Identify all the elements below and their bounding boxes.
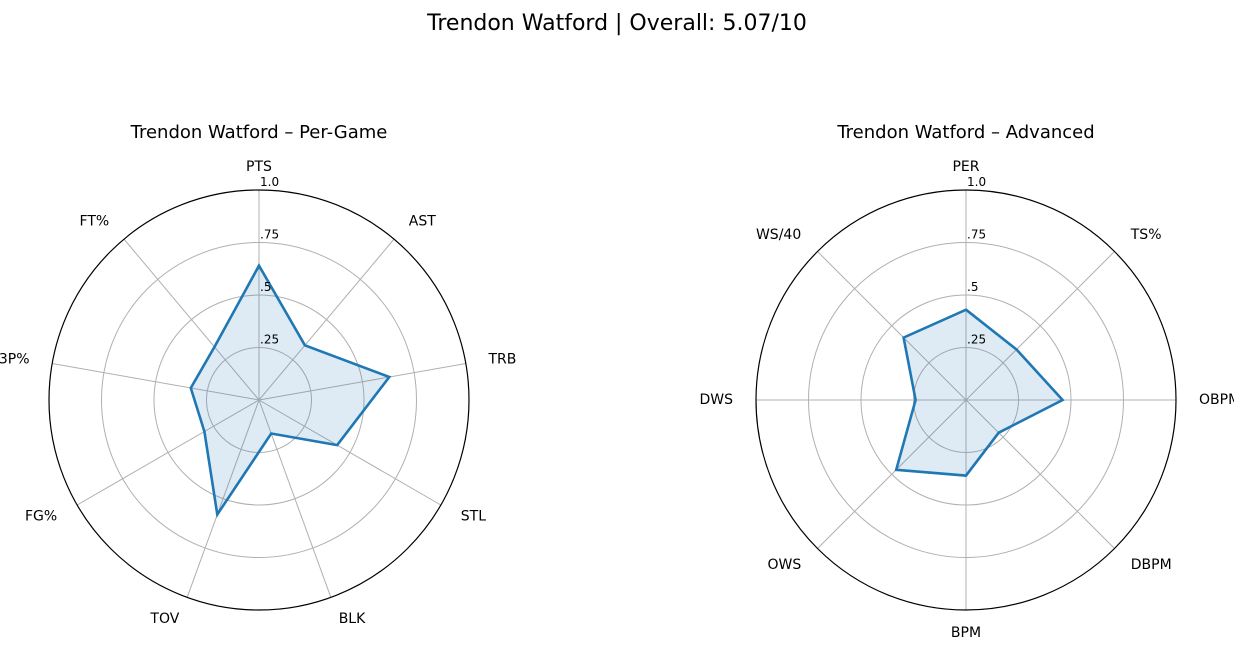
rtick-label-1: .5 bbox=[260, 280, 271, 294]
radar-advanced: Trendon Watford – Advanced .25 .5 .75 1.0PER… bbox=[699, 122, 1234, 641]
rtick-label-1: .5 bbox=[967, 280, 978, 294]
series-line bbox=[189, 262, 392, 519]
spoke-ows bbox=[817, 399, 967, 549]
spoke-ft-pct bbox=[123, 238, 260, 401]
category-label-dws: DWS bbox=[699, 392, 733, 408]
figure-title: Trendon Watford | Overall: 5.07/10 bbox=[426, 11, 807, 36]
rtick-label-0: .25 bbox=[260, 333, 279, 347]
spoke-stl bbox=[258, 399, 442, 506]
category-label-obpm: OBPM bbox=[1199, 392, 1234, 408]
rtick-label-3: 1.0 bbox=[967, 175, 986, 189]
category-label-blk: BLK bbox=[339, 611, 366, 627]
spoke-ts-pct bbox=[965, 251, 1115, 401]
category-label-dbpm: DBPM bbox=[1131, 557, 1172, 573]
category-label-ft-pct: FT% bbox=[80, 214, 110, 230]
spoke-fg-pct bbox=[76, 399, 260, 506]
rtick-label-2: .75 bbox=[967, 228, 986, 242]
category-label-ts-pct: TS% bbox=[1130, 227, 1162, 243]
category-label-pts: PTS bbox=[246, 159, 272, 175]
category-label-ws-40: WS/40 bbox=[756, 227, 801, 243]
category-label-ast: AST bbox=[409, 214, 436, 230]
outer-frame bbox=[48, 189, 470, 611]
category-label-fg-pct: FG% bbox=[25, 509, 57, 525]
spoke-dbpm bbox=[965, 399, 1115, 549]
rtick-label-0: .25 bbox=[967, 333, 986, 347]
spoke-ast bbox=[258, 238, 395, 401]
series-line bbox=[894, 308, 1065, 477]
category-label-3p-pct: 3P% bbox=[0, 352, 30, 368]
series-fill bbox=[896, 309, 1063, 476]
outer-frame bbox=[755, 189, 1177, 611]
chart-title-per-game: Trendon Watford – Per-Game bbox=[130, 122, 388, 143]
category-label-ows: OWS bbox=[767, 557, 801, 573]
category-label-tov: TOV bbox=[149, 611, 179, 627]
spoke-trb bbox=[258, 363, 466, 401]
category-label-per: PER bbox=[952, 159, 979, 175]
category-label-trb: TRB bbox=[487, 352, 516, 368]
spoke-tov bbox=[186, 399, 260, 598]
spoke-ws-40 bbox=[817, 251, 967, 401]
category-label-bpm: BPM bbox=[951, 625, 981, 641]
series-fill bbox=[190, 265, 390, 515]
radar-per-game: Trendon Watford – Per-Game .25 .5 .75 1.0PTS… bbox=[0, 122, 516, 627]
spoke-3p-pct bbox=[52, 363, 260, 401]
category-label-stl: STL bbox=[461, 509, 486, 525]
rtick-label-2: .75 bbox=[260, 228, 279, 242]
rtick-label-3: 1.0 bbox=[260, 175, 279, 189]
chart-title-advanced: Trendon Watford – Advanced bbox=[836, 122, 1094, 143]
